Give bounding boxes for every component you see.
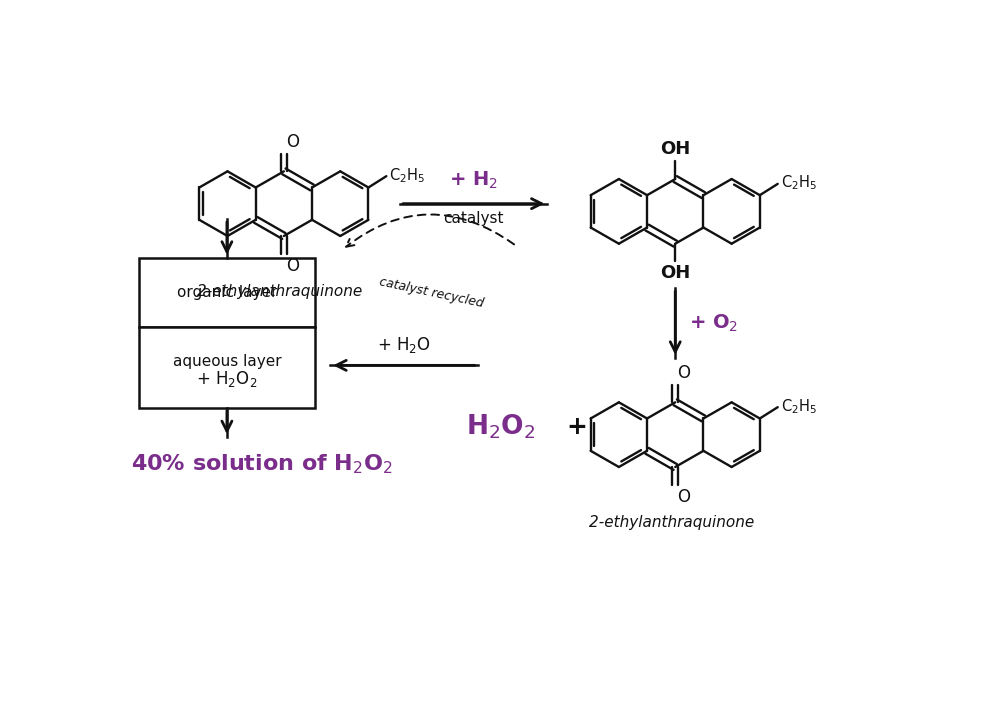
Bar xyxy=(139,257,315,327)
Text: + O$_2$: + O$_2$ xyxy=(689,313,738,334)
Text: O: O xyxy=(678,488,691,506)
Text: + H$_2$O: + H$_2$O xyxy=(377,335,431,355)
Text: +: + xyxy=(567,415,588,439)
Text: catalyst: catalyst xyxy=(444,211,504,226)
Text: O: O xyxy=(286,257,299,275)
Text: 2-​ethylanthraquinone: 2-​ethylanthraquinone xyxy=(197,284,363,298)
Bar xyxy=(139,327,315,408)
Text: O: O xyxy=(678,364,691,381)
Text: OH: OH xyxy=(660,264,690,282)
Text: organic layer: organic layer xyxy=(177,285,277,300)
Text: 40% solution of H$_2$O$_2$: 40% solution of H$_2$O$_2$ xyxy=(131,452,393,476)
Text: catalyst recycled: catalyst recycled xyxy=(378,275,485,310)
Text: + H$_2$O$_2$: + H$_2$O$_2$ xyxy=(196,369,258,389)
Text: C$_2$H$_5$: C$_2$H$_5$ xyxy=(389,166,426,185)
Text: C$_2$H$_5$: C$_2$H$_5$ xyxy=(781,397,817,415)
Text: O: O xyxy=(286,133,299,150)
FancyArrowPatch shape xyxy=(346,214,514,247)
Text: C$_2$H$_5$: C$_2$H$_5$ xyxy=(781,174,817,192)
Text: aqueous layer: aqueous layer xyxy=(173,354,281,369)
Text: 2-​ethylanthraquinone: 2-​ethylanthraquinone xyxy=(589,515,754,530)
Text: + H$_2$: + H$_2$ xyxy=(449,170,498,191)
Text: H$_2$O$_2$: H$_2$O$_2$ xyxy=(466,413,536,441)
Text: OH: OH xyxy=(660,140,690,158)
